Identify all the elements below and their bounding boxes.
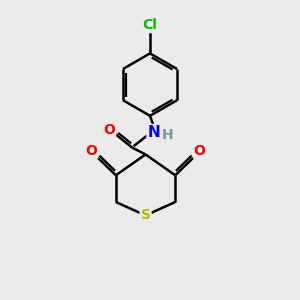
Text: O: O <box>85 144 98 158</box>
Text: Cl: Cl <box>142 18 158 32</box>
Text: O: O <box>103 123 115 137</box>
Text: H: H <box>161 128 173 142</box>
Text: O: O <box>194 144 206 158</box>
Text: S: S <box>140 208 151 222</box>
Text: N: N <box>147 125 160 140</box>
